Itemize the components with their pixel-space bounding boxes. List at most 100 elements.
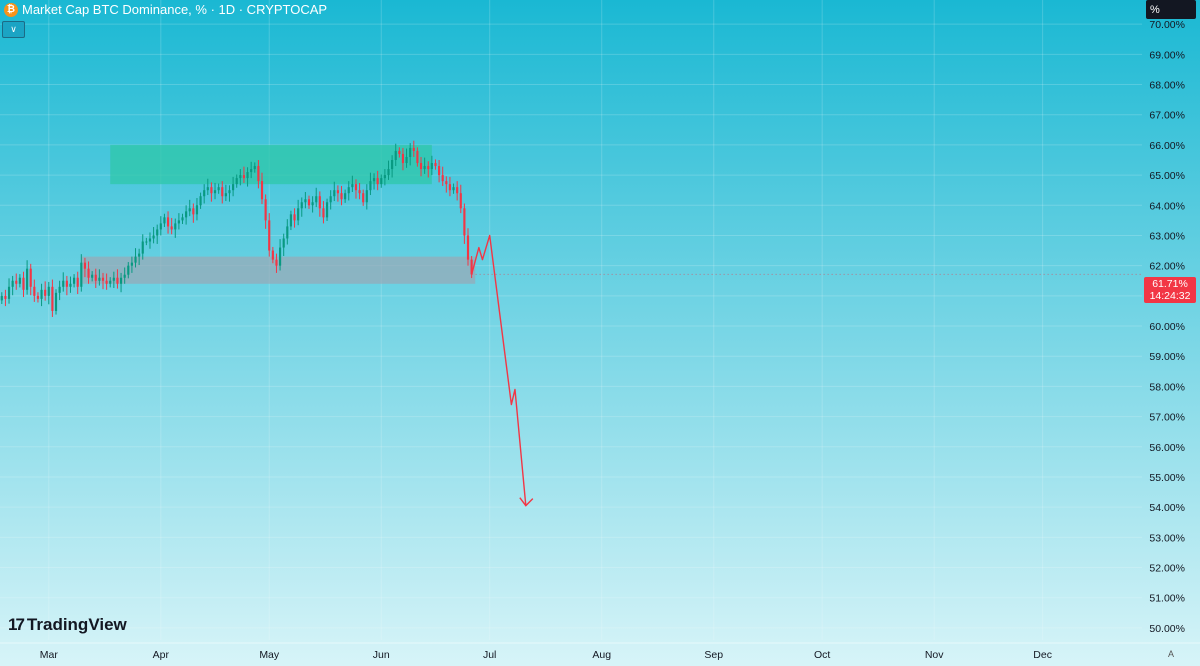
candle-body [7,286,11,299]
bar-countdown: 14:24:32 [1149,290,1191,302]
x-tick-label: Aug [592,649,611,661]
candle-body [398,150,401,154]
candle-body [91,274,94,278]
candle-body [325,202,329,218]
candle-body [210,187,213,194]
y-tick-label: 51.00% [1149,593,1185,605]
y-tick-label: 60.00% [1149,321,1185,333]
current-price: 61.71% [1152,278,1188,290]
candle-body [271,250,274,260]
candle-body [416,150,419,164]
candle-body [448,184,452,191]
candle-body [29,268,32,287]
y-tick-label: 56.00% [1149,442,1185,454]
candle-body [105,280,108,284]
candle-body [170,226,173,230]
candle-body [423,166,426,170]
candle-body [73,277,76,284]
y-tick-label: 52.00% [1149,563,1185,575]
candle-body [257,166,260,182]
projection-path [470,234,527,506]
support-zone [81,256,476,284]
candle-body [22,277,25,290]
candle-body [152,235,155,239]
y-tick-label: 55.00% [1149,472,1185,484]
candle-body [452,187,455,191]
candle-body [304,199,307,203]
candle-body [311,202,314,206]
candle-body [221,187,224,197]
chevron-down-icon: ∨ [10,24,17,34]
tradingview-logo[interactable]: 17 TradingView [8,615,127,635]
candle-body [203,190,206,197]
candle-body [430,163,433,170]
auto-scale-button[interactable]: A [1163,646,1179,662]
candle-body [289,214,293,227]
candle-body [315,196,318,203]
candle-body [391,160,394,170]
candle-body [217,187,220,191]
candle-body [116,277,119,284]
projection-arrow [470,234,1142,507]
candle-body [109,280,112,284]
x-tick-label: Jun [373,649,390,661]
candle-body [307,199,311,206]
candle-body [401,153,405,164]
candle-body [427,166,430,170]
candle-body [185,211,188,218]
candle-body [148,238,152,242]
candle-body [181,217,184,221]
candle-body [250,169,253,173]
candle-body [470,259,473,275]
candle-body [466,235,470,260]
candle-body [40,289,43,299]
candle-body [362,193,365,203]
candle-body [434,163,437,167]
candle-body [195,205,199,215]
x-tick-label: Apr [153,649,170,661]
candle-body [242,175,246,179]
price-unit-button[interactable]: % [1146,0,1196,19]
y-tick-label: 68.00% [1149,80,1185,92]
collapse-legend-button[interactable]: ∨ [2,21,25,38]
candle-body [177,220,180,224]
candle-body [80,262,83,287]
candle-body [134,256,137,263]
y-tick-label: 64.00% [1149,200,1185,212]
candle-body [387,169,390,176]
projection-arrowhead [519,497,534,507]
candle-body [65,280,68,287]
candle-body [145,241,148,243]
candle-body [44,289,47,296]
candle-body [15,280,18,284]
candle-body [174,223,177,230]
y-tick-label: 59.00% [1149,351,1185,363]
time-axis[interactable]: Mar Apr May Jun Jul Aug Sep Oct Nov Dec [0,642,1200,661]
candle-body [372,178,376,182]
candle-body [351,184,354,188]
candle-body [268,220,271,251]
resistance-zone [110,144,432,185]
candle-body [51,286,54,311]
x-tick-label: Sep [704,649,723,661]
y-tick-label: 54.00% [1149,502,1185,514]
candle-body [333,190,336,197]
price-axis[interactable]: 70.00% 69.00% 68.00% 67.00% 66.00% 65.00% 64.0… [1149,19,1185,635]
candle-body [94,274,97,281]
candle-body [441,175,444,182]
candle-body [130,262,133,266]
candle-body [76,277,79,287]
price-unit-label: % [1150,3,1160,16]
candle-body [159,223,162,230]
candle-body [297,208,300,221]
chart-title: Market Cap BTC Dominance, % · 1D · CRYPT… [22,2,328,17]
candle-body [192,208,195,215]
x-tick-label: Nov [925,649,944,661]
candle-body [329,196,332,203]
current-price-tag: 61.71% 14:24:32 [1144,277,1196,303]
zones [81,144,476,284]
candle-body [101,277,105,281]
y-tick-label: 67.00% [1149,110,1185,122]
candle-body [112,277,115,281]
